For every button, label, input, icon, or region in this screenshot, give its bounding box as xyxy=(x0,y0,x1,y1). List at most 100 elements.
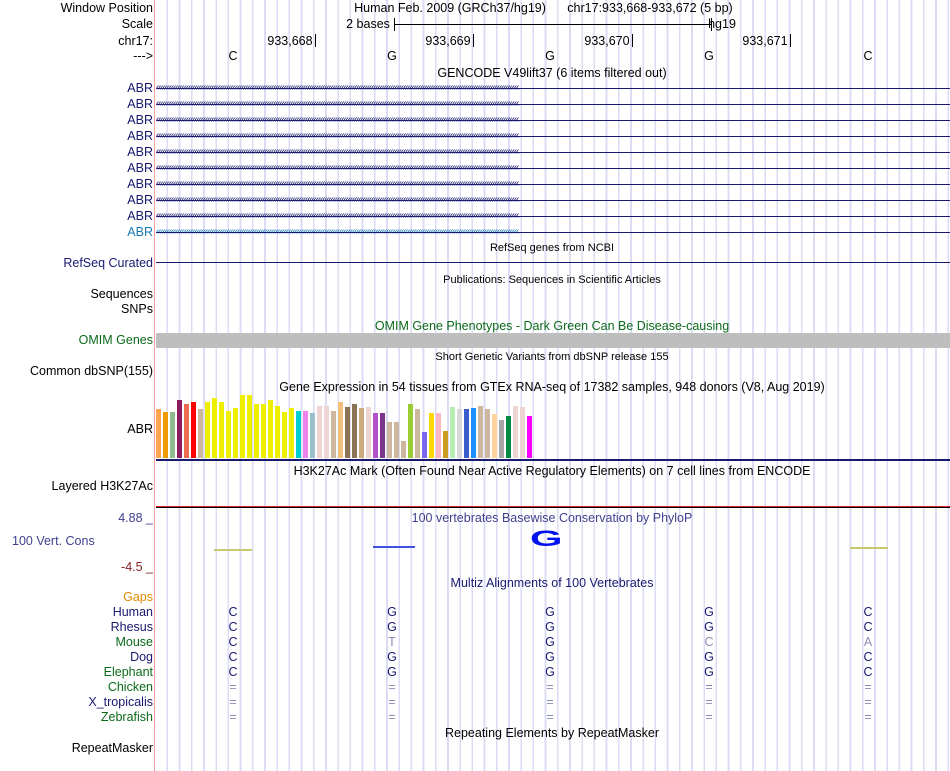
gtex-tissue-bar[interactable] xyxy=(478,405,483,458)
gencode-transcript-label[interactable]: ABR xyxy=(127,225,153,239)
gtex-tissue-bar[interactable] xyxy=(499,420,504,458)
gtex-tissue-bar[interactable] xyxy=(436,412,441,458)
gtex-tissue-bar[interactable] xyxy=(233,408,238,458)
gencode-transcript-label[interactable]: ABR xyxy=(127,145,153,159)
gtex-tissue-bar[interactable] xyxy=(240,395,245,458)
gtex-tissue-bar[interactable] xyxy=(170,411,175,458)
species-label[interactable]: Rhesus xyxy=(110,620,153,634)
gtex-tissue-bar[interactable] xyxy=(289,408,294,458)
gtex-tissue-bar[interactable] xyxy=(317,406,322,458)
gtex-tissue-bar[interactable] xyxy=(380,413,385,458)
gtex-tissue-bar[interactable] xyxy=(443,431,448,458)
gtex-tissue-bar[interactable] xyxy=(450,406,455,458)
refseq-gene-line[interactable] xyxy=(156,262,950,263)
dbsnp-track-title[interactable]: Short Genetic Variants from dbSNP releas… xyxy=(435,351,669,363)
gtex-tissue-bar[interactable] xyxy=(156,409,161,458)
gtex-tissue-bar[interactable] xyxy=(163,411,168,458)
gtex-tissue-bar[interactable] xyxy=(261,404,266,458)
h3k27ac-label[interactable]: Layered H3K27Ac xyxy=(51,479,153,493)
gtex-track-title[interactable]: Gene Expression in 54 tissues from GTEx … xyxy=(279,380,825,394)
gtex-tissue-bar[interactable] xyxy=(212,397,217,458)
gtex-tissue-bar[interactable] xyxy=(205,401,210,458)
gencode-transcript-arrow[interactable]: ‹‹‹‹‹‹‹‹‹‹‹‹‹‹‹‹‹‹‹‹‹‹‹‹‹‹‹‹‹‹‹‹‹‹‹‹‹‹‹‹… xyxy=(156,82,950,94)
gtex-tissue-bar[interactable] xyxy=(366,406,371,458)
phylop-track-title[interactable]: 100 vertebrates Basewise Conservation by… xyxy=(411,511,693,525)
gencode-transcript-label[interactable]: ABR xyxy=(127,209,153,223)
strand-label[interactable]: ---> xyxy=(133,49,153,63)
gtex-tissue-bar[interactable] xyxy=(352,404,357,458)
species-label[interactable]: Mouse xyxy=(115,635,153,649)
publications-sequences-label[interactable]: Sequences xyxy=(90,287,153,301)
species-label[interactable]: Chicken xyxy=(107,680,153,694)
gtex-tissue-bar[interactable] xyxy=(331,410,336,458)
gtex-tissue-bar[interactable] xyxy=(387,422,392,458)
gencode-transcript-label[interactable]: ABR xyxy=(127,193,153,207)
gtex-label[interactable]: ABR xyxy=(127,422,153,436)
gtex-tissue-bar[interactable] xyxy=(429,412,434,458)
h3k27ac-track-title[interactable]: H3K27Ac Mark (Often Found Near Active Re… xyxy=(293,464,811,478)
gtex-tissue-bar[interactable] xyxy=(282,411,287,458)
publications-snps-label[interactable]: SNPs xyxy=(121,302,153,316)
repeatmasker-label[interactable]: RepeatMasker xyxy=(71,741,153,755)
gencode-transcript-arrow[interactable]: ‹‹‹‹‹‹‹‹‹‹‹‹‹‹‹‹‹‹‹‹‹‹‹‹‹‹‹‹‹‹‹‹‹‹‹‹‹‹‹‹… xyxy=(156,210,950,222)
gtex-tissue-bar[interactable] xyxy=(408,404,413,458)
gencode-transcript-arrow[interactable]: ‹‹‹‹‹‹‹‹‹‹‹‹‹‹‹‹‹‹‹‹‹‹‹‹‹‹‹‹‹‹‹‹‹‹‹‹‹‹‹‹… xyxy=(156,162,950,174)
species-label[interactable]: Dog xyxy=(130,650,153,664)
gencode-track-title[interactable]: GENCODE V49lift37 (6 items filtered out) xyxy=(437,66,667,80)
publications-track-title[interactable]: Publications: Sequences in Scientific Ar… xyxy=(443,274,661,286)
gtex-tissue-bar[interactable] xyxy=(520,406,525,458)
gtex-tissue-bar[interactable] xyxy=(513,406,518,458)
gtex-tissue-bar[interactable] xyxy=(324,406,329,458)
species-label[interactable]: X_tropicalis xyxy=(88,695,153,709)
multiz-track-title[interactable]: Multiz Alignments of 100 Vertebrates xyxy=(450,576,654,590)
gtex-tissue-bar[interactable] xyxy=(310,412,315,458)
gtex-tissue-bar[interactable] xyxy=(345,406,350,458)
gtex-tissue-bar[interactable] xyxy=(492,414,497,458)
gtex-tissue-bar[interactable] xyxy=(338,402,343,458)
omim-track-title[interactable]: OMIM Gene Phenotypes - Dark Green Can Be… xyxy=(374,319,730,333)
gencode-transcript-arrow[interactable]: ‹‹‹‹‹‹‹‹‹‹‹‹‹‹‹‹‹‹‹‹‹‹‹‹‹‹‹‹‹‹‹‹‹‹‹‹‹‹‹‹… xyxy=(156,146,950,158)
gtex-tissue-bar[interactable] xyxy=(296,410,301,458)
gencode-transcript-label[interactable]: ABR xyxy=(127,161,153,175)
dbsnp-label[interactable]: Common dbSNP(155) xyxy=(30,364,153,378)
refseq-track-title[interactable]: RefSeq genes from NCBI xyxy=(489,242,615,254)
gtex-tissue-bar[interactable] xyxy=(471,408,476,458)
species-label[interactable]: Elephant xyxy=(103,665,153,679)
gtex-tissue-bar[interactable] xyxy=(303,410,308,458)
gtex-tissue-bar[interactable] xyxy=(275,405,280,458)
gencode-transcript-label[interactable]: ABR xyxy=(127,129,153,143)
gtex-tissue-bar[interactable] xyxy=(219,401,224,458)
gtex-tissue-bar[interactable] xyxy=(184,404,189,458)
gtex-tissue-bar[interactable] xyxy=(226,410,231,458)
gtex-tissue-bar[interactable] xyxy=(268,400,273,458)
gencode-transcript-arrow[interactable]: ‹‹‹‹‹‹‹‹‹‹‹‹‹‹‹‹‹‹‹‹‹‹‹‹‹‹‹‹‹‹‹‹‹‹‹‹‹‹‹‹… xyxy=(156,98,950,110)
gencode-transcript-arrow[interactable]: ‹‹‹‹‹‹‹‹‹‹‹‹‹‹‹‹‹‹‹‹‹‹‹‹‹‹‹‹‹‹‹‹‹‹‹‹‹‹‹‹… xyxy=(156,194,950,206)
gencode-transcript-label[interactable]: ABR xyxy=(127,81,153,95)
gencode-transcript-arrow[interactable]: ‹‹‹‹‹‹‹‹‹‹‹‹‹‹‹‹‹‹‹‹‹‹‹‹‹‹‹‹‹‹‹‹‹‹‹‹‹‹‹‹… xyxy=(156,114,950,126)
gtex-tissue-bar[interactable] xyxy=(191,401,196,458)
gencode-transcript-arrow[interactable]: ‹‹‹‹‹‹‹‹‹‹‹‹‹‹‹‹‹‹‹‹‹‹‹‹‹‹‹‹‹‹‹‹‹‹‹‹‹‹‹‹… xyxy=(156,130,950,142)
omim-label[interactable]: OMIM Genes xyxy=(78,333,153,347)
gtex-tissue-bar[interactable] xyxy=(373,412,378,458)
omim-gene-bar[interactable] xyxy=(156,333,950,348)
gencode-transcript-label[interactable]: ABR xyxy=(127,113,153,127)
phylop-label[interactable]: 100 Vert. Cons xyxy=(12,534,95,548)
gtex-tissue-bar[interactable] xyxy=(527,416,532,458)
gencode-transcript-label[interactable]: ABR xyxy=(127,97,153,111)
repeatmasker-track-title[interactable]: Repeating Elements by RepeatMasker xyxy=(444,726,660,740)
refseq-label[interactable]: RefSeq Curated xyxy=(63,256,153,270)
gtex-tissue-bar[interactable] xyxy=(359,408,364,458)
gtex-tissue-bar[interactable] xyxy=(401,440,406,458)
gtex-tissue-bar[interactable] xyxy=(485,408,490,458)
gtex-tissue-bar[interactable] xyxy=(422,431,427,458)
species-label[interactable]: Human xyxy=(112,605,153,619)
gtex-tissue-bar[interactable] xyxy=(198,409,203,458)
gtex-tissue-bar[interactable] xyxy=(247,395,252,458)
gtex-tissue-bar[interactable] xyxy=(464,408,469,458)
gencode-transcript-label[interactable]: ABR xyxy=(127,177,153,191)
gtex-tissue-bar[interactable] xyxy=(506,416,511,458)
gtex-tissue-bar[interactable] xyxy=(177,400,182,458)
gtex-tissue-bar[interactable] xyxy=(394,421,399,458)
gtex-tissue-bar[interactable] xyxy=(415,409,420,458)
